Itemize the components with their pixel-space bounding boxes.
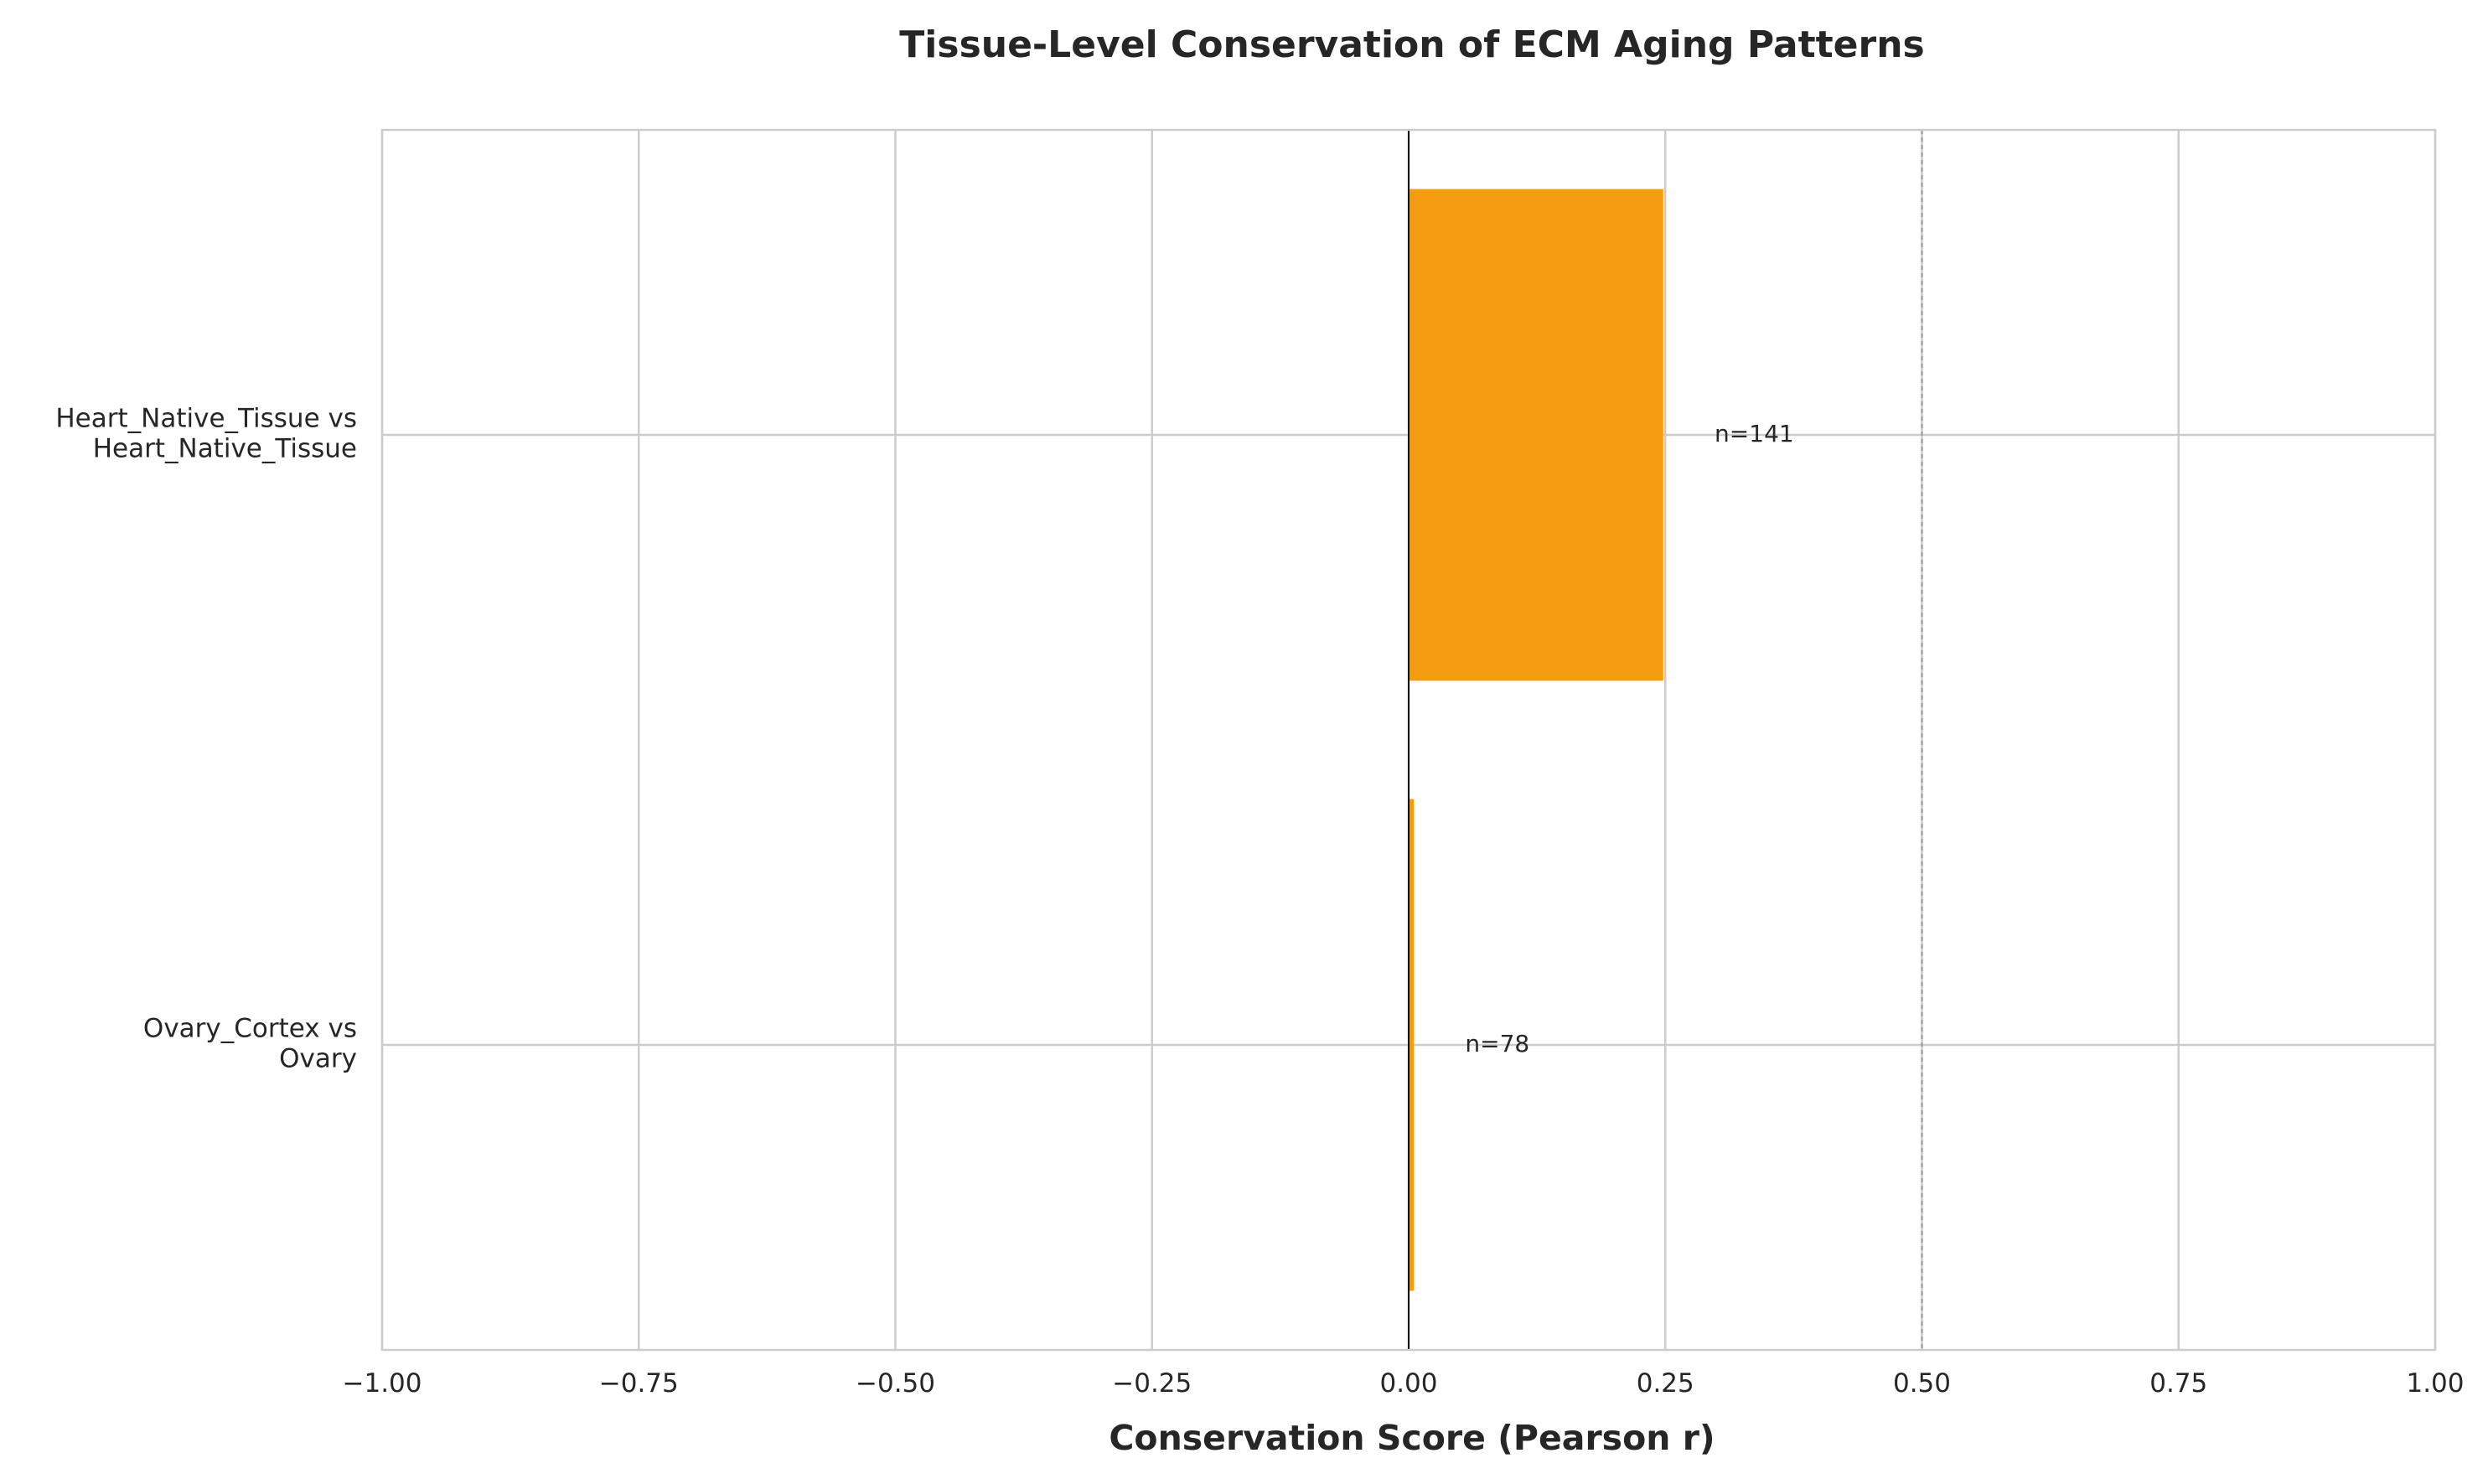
- bar-annotation: n=78: [1465, 1030, 1529, 1057]
- x-tick-label: 0.25: [1637, 1368, 1694, 1399]
- x-tick-label: −0.75: [599, 1368, 679, 1399]
- bar: [1409, 799, 1415, 1291]
- x-tick-label: −0.50: [856, 1368, 935, 1399]
- y-tick-label: Heart_Native_Tissue vs Heart_Native_Tissu…: [55, 404, 357, 464]
- x-tick-label: 0.00: [1379, 1368, 1437, 1399]
- y-tick-label: Ovary_Cortex vs Ovary: [143, 1014, 357, 1074]
- reference-lines: [1408, 130, 1923, 1350]
- x-axis-label: Conservation Score (Pearson r): [1109, 1418, 1715, 1458]
- bar: [1409, 189, 1663, 681]
- plot-frame: [380, 128, 2437, 1352]
- x-tick-label: −1.00: [343, 1368, 422, 1399]
- chart-title: Tissue-Level Conservation of ECM Aging P…: [899, 23, 1924, 66]
- x-tick-label: 1.00: [2406, 1368, 2464, 1399]
- x-tick-label: 0.50: [1893, 1368, 1951, 1399]
- y-tick-labels: Heart_Native_Tissue vs Heart_Native_Tissu…: [55, 404, 357, 1074]
- x-tick-labels: −1.00 −0.75 −0.50 −0.25 0.00 0.25 0.50 0.75 1.00: [343, 1368, 2465, 1399]
- annotations: n=141 n=78: [1465, 420, 1793, 1057]
- x-tick-label: 0.75: [2149, 1368, 2207, 1399]
- x-tick-label: −0.25: [1112, 1368, 1192, 1399]
- bars: [1409, 189, 1663, 1291]
- bar-annotation: n=141: [1715, 420, 1794, 447]
